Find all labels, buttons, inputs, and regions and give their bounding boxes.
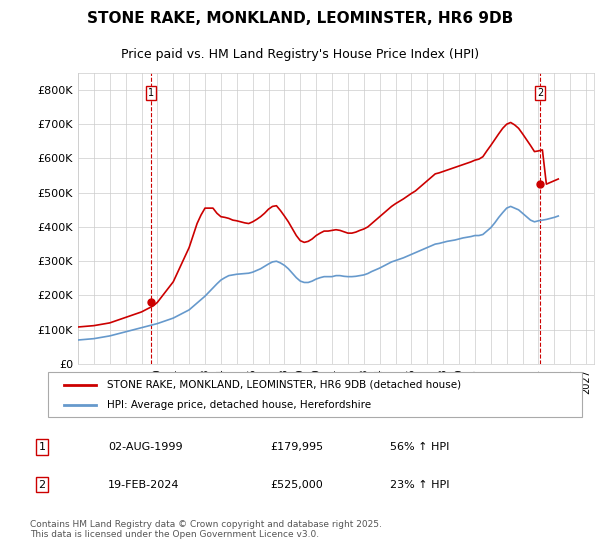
Text: Price paid vs. HM Land Registry's House Price Index (HPI): Price paid vs. HM Land Registry's House … [121,48,479,61]
Text: 2: 2 [537,88,544,98]
Text: 02-AUG-1999: 02-AUG-1999 [108,442,182,452]
Text: 23% ↑ HPI: 23% ↑ HPI [390,479,449,489]
Text: 1: 1 [148,88,154,98]
Text: 2: 2 [38,479,46,489]
Text: 19-FEB-2024: 19-FEB-2024 [108,479,179,489]
Text: STONE RAKE, MONKLAND, LEOMINSTER, HR6 9DB: STONE RAKE, MONKLAND, LEOMINSTER, HR6 9D… [87,11,513,26]
Text: STONE RAKE, MONKLAND, LEOMINSTER, HR6 9DB (detached house): STONE RAKE, MONKLAND, LEOMINSTER, HR6 9D… [107,380,461,390]
Text: £525,000: £525,000 [270,479,323,489]
Text: £179,995: £179,995 [270,442,323,452]
Text: 56% ↑ HPI: 56% ↑ HPI [390,442,449,452]
FancyBboxPatch shape [48,372,582,417]
Text: HPI: Average price, detached house, Herefordshire: HPI: Average price, detached house, Here… [107,400,371,410]
Text: Contains HM Land Registry data © Crown copyright and database right 2025.
This d: Contains HM Land Registry data © Crown c… [30,520,382,539]
Text: 1: 1 [38,442,46,452]
